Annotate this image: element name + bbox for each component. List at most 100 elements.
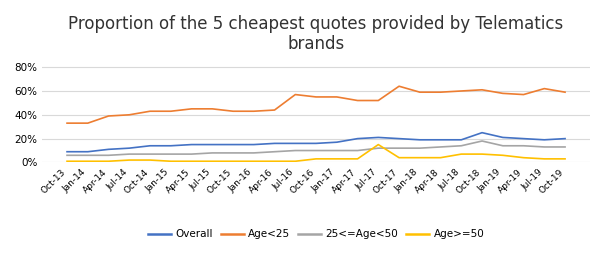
Overall (63, 150, 70, 153)
Age<25 (479, 88, 486, 91)
25<=Age<50 (333, 149, 340, 152)
Age>=50 (562, 157, 569, 160)
Age>=50 (312, 157, 320, 160)
Age<25 (562, 91, 569, 94)
Age<25 (250, 110, 258, 113)
Age<25 (271, 108, 278, 112)
Age>=50 (146, 159, 154, 162)
25<=Age<50 (126, 152, 133, 156)
Age>=50 (167, 160, 175, 163)
Age<25 (374, 99, 382, 102)
Overall (229, 143, 237, 146)
Age>=50 (458, 152, 465, 156)
Line: Overall: Overall (67, 133, 565, 152)
Age>=50 (271, 160, 278, 163)
Age<25 (354, 99, 361, 102)
Age>=50 (437, 156, 444, 159)
Age<25 (167, 110, 175, 113)
Overall (250, 143, 258, 146)
25<=Age<50 (209, 151, 216, 155)
Age<25 (292, 93, 299, 96)
Age>=50 (63, 160, 70, 163)
25<=Age<50 (562, 145, 569, 149)
Age>=50 (209, 160, 216, 163)
Age<25 (188, 107, 195, 110)
25<=Age<50 (188, 152, 195, 156)
Age>=50 (333, 157, 340, 160)
Age>=50 (499, 154, 506, 157)
25<=Age<50 (374, 146, 382, 150)
Line: Age>=50: Age>=50 (67, 145, 565, 161)
25<=Age<50 (396, 146, 403, 150)
Age>=50 (188, 160, 195, 163)
Overall (354, 137, 361, 140)
Age<25 (105, 114, 112, 118)
Overall (84, 150, 92, 153)
Age>=50 (84, 160, 92, 163)
Overall (499, 136, 506, 139)
Age<25 (146, 110, 154, 113)
Overall (271, 142, 278, 145)
Age>=50 (354, 157, 361, 160)
25<=Age<50 (105, 154, 112, 157)
Overall (374, 136, 382, 139)
Age<25 (437, 91, 444, 94)
Overall (188, 143, 195, 146)
25<=Age<50 (437, 145, 444, 149)
Age<25 (126, 113, 133, 116)
Age<25 (209, 107, 216, 110)
Overall (437, 138, 444, 141)
Age<25 (312, 95, 320, 99)
Age>=50 (126, 159, 133, 162)
Overall (126, 146, 133, 150)
25<=Age<50 (229, 151, 237, 155)
Age>=50 (396, 156, 403, 159)
Overall (333, 141, 340, 144)
Legend: Overall, Age<25, 25<=Age<50, Age>=50: Overall, Age<25, 25<=Age<50, Age>=50 (144, 225, 488, 244)
Age<25 (458, 89, 465, 92)
Overall (105, 148, 112, 151)
Age<25 (416, 91, 423, 94)
Age<25 (229, 110, 237, 113)
Age<25 (396, 85, 403, 88)
Overall (292, 142, 299, 145)
Line: Age<25: Age<25 (67, 86, 565, 123)
25<=Age<50 (84, 154, 92, 157)
Age<25 (520, 93, 527, 96)
25<=Age<50 (354, 149, 361, 152)
Age>=50 (520, 156, 527, 159)
Age>=50 (541, 157, 548, 160)
Age>=50 (250, 160, 258, 163)
25<=Age<50 (63, 154, 70, 157)
Overall (479, 131, 486, 134)
Overall (562, 137, 569, 140)
Age>=50 (374, 143, 382, 146)
Overall (520, 137, 527, 140)
25<=Age<50 (271, 150, 278, 153)
25<=Age<50 (146, 152, 154, 156)
Age>=50 (105, 160, 112, 163)
Overall (541, 138, 548, 141)
25<=Age<50 (250, 151, 258, 155)
Age>=50 (292, 160, 299, 163)
Age<25 (63, 122, 70, 125)
25<=Age<50 (167, 152, 175, 156)
Age>=50 (416, 156, 423, 159)
Title: Proportion of the 5 cheapest quotes provided by Telematics
brands: Proportion of the 5 cheapest quotes prov… (69, 14, 563, 53)
Overall (167, 144, 175, 147)
Line: 25<=Age<50: 25<=Age<50 (67, 141, 565, 155)
25<=Age<50 (292, 149, 299, 152)
Age>=50 (229, 160, 237, 163)
25<=Age<50 (312, 149, 320, 152)
Overall (416, 138, 423, 141)
25<=Age<50 (520, 144, 527, 147)
25<=Age<50 (479, 139, 486, 143)
Overall (396, 137, 403, 140)
Overall (458, 138, 465, 141)
Age<25 (333, 95, 340, 99)
Overall (209, 143, 216, 146)
Age<25 (541, 87, 548, 90)
Overall (146, 144, 154, 147)
25<=Age<50 (458, 144, 465, 147)
Age<25 (84, 122, 92, 125)
